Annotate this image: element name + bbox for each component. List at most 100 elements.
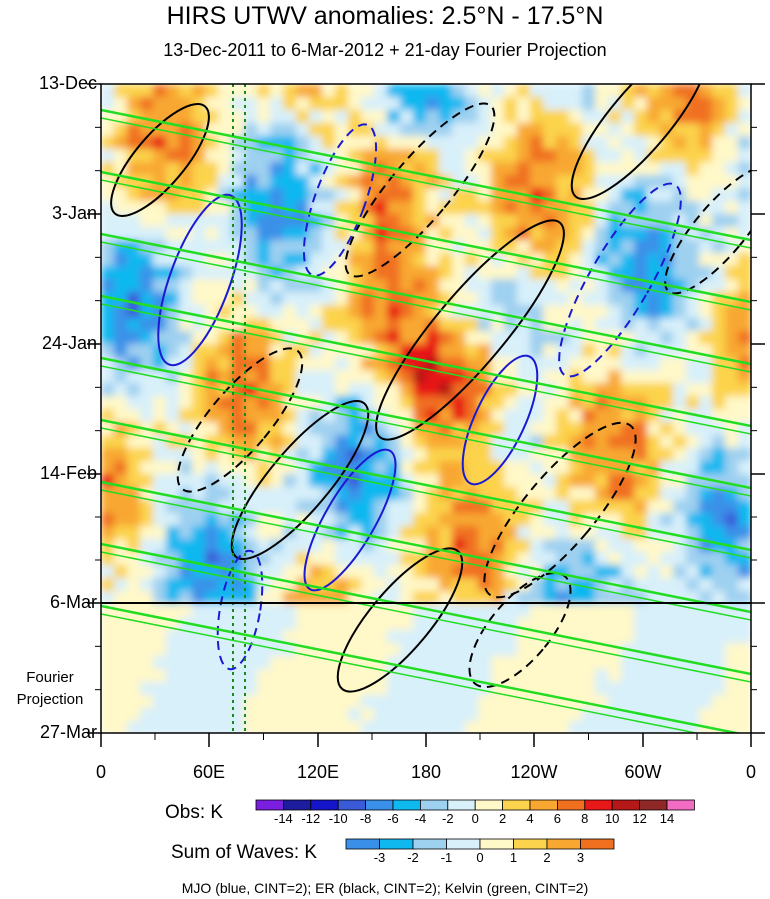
field-cell	[374, 84, 388, 98]
axis-ticks	[87, 83, 765, 747]
field-cell	[166, 357, 180, 371]
field-cell	[270, 474, 284, 488]
field-cell	[426, 513, 440, 527]
field-cell	[478, 162, 492, 176]
field-cell	[439, 344, 453, 358]
field-cell	[101, 721, 115, 733]
field-cell	[738, 695, 751, 709]
field-cell	[595, 279, 609, 293]
field-cell	[335, 630, 349, 644]
field-cell	[218, 552, 232, 566]
field-cell	[322, 253, 336, 267]
field-cell	[452, 500, 466, 514]
field-cell	[127, 97, 141, 111]
field-cell	[595, 227, 609, 241]
field-cell	[179, 539, 193, 553]
field-cell	[335, 448, 349, 462]
field-cell	[530, 474, 544, 488]
field-cell	[452, 643, 466, 657]
field-cell	[452, 292, 466, 306]
field-cell	[725, 266, 739, 280]
field-cell	[322, 110, 336, 124]
field-cell	[582, 682, 596, 696]
field-cell	[413, 370, 427, 384]
field-cell	[530, 110, 544, 124]
field-cell	[478, 435, 492, 449]
field-cell	[595, 383, 609, 397]
field-cell	[530, 708, 544, 722]
field-cell	[647, 110, 661, 124]
field-cell	[400, 435, 414, 449]
field-cell	[647, 188, 661, 202]
field-cell	[244, 201, 258, 215]
field-cell	[205, 149, 219, 163]
field-cell	[309, 201, 323, 215]
field-cell	[166, 643, 180, 657]
field-cell	[166, 695, 180, 709]
field-cell	[712, 240, 726, 254]
field-cell	[504, 396, 518, 410]
field-cell	[140, 708, 154, 722]
er-contour	[230, 400, 370, 560]
field-cell	[361, 708, 375, 722]
field-cell	[738, 396, 751, 410]
field-cell	[426, 162, 440, 176]
field-cell	[361, 513, 375, 527]
field-cell	[127, 565, 141, 579]
field-cell	[491, 578, 505, 592]
field-cell	[660, 422, 674, 436]
field-cell	[738, 552, 751, 566]
field-cell	[270, 331, 284, 345]
field-cell	[634, 84, 648, 98]
field-cell	[335, 695, 349, 709]
field-cell	[621, 136, 635, 150]
field-cell	[283, 461, 297, 475]
field-cell	[140, 656, 154, 670]
field-cell	[283, 370, 297, 384]
field-cell	[491, 266, 505, 280]
field-cell	[556, 578, 570, 592]
field-cell	[244, 474, 258, 488]
field-cell	[465, 591, 479, 605]
field-cell	[114, 500, 128, 514]
field-cell	[569, 552, 583, 566]
obs-colorbar	[255, 799, 695, 811]
field-cell	[153, 643, 167, 657]
field-cell	[647, 84, 661, 98]
field-cell	[166, 591, 180, 605]
field-cell	[595, 175, 609, 189]
field-cell	[608, 149, 622, 163]
field-cell	[582, 721, 596, 733]
field-cell	[270, 500, 284, 514]
field-cell	[270, 240, 284, 254]
field-cell	[244, 97, 258, 111]
field-cell	[556, 214, 570, 228]
field-cell	[465, 123, 479, 137]
field-cell	[543, 656, 557, 670]
field-cell	[556, 643, 570, 657]
field-cell	[205, 656, 219, 670]
field-cell	[504, 578, 518, 592]
field-cell	[179, 721, 193, 733]
field-cell	[491, 643, 505, 657]
field-cell	[192, 84, 206, 98]
field-cell	[166, 513, 180, 527]
field-cell	[673, 682, 687, 696]
field-cell	[400, 448, 414, 462]
field-cell	[413, 656, 427, 670]
field-cell	[296, 708, 310, 722]
field-cell	[322, 383, 336, 397]
field-cell	[322, 682, 336, 696]
colorbar-swatch	[282, 799, 312, 811]
field-cell	[205, 539, 219, 553]
field-cell	[608, 526, 622, 540]
field-cell	[426, 383, 440, 397]
field-cell	[205, 110, 219, 124]
field-cell	[192, 344, 206, 358]
colorbar-swatch	[255, 799, 284, 811]
field-cell	[452, 344, 466, 358]
field-cell	[608, 383, 622, 397]
field-cell	[660, 409, 674, 423]
field-cell	[361, 721, 375, 733]
field-cell	[244, 344, 258, 358]
